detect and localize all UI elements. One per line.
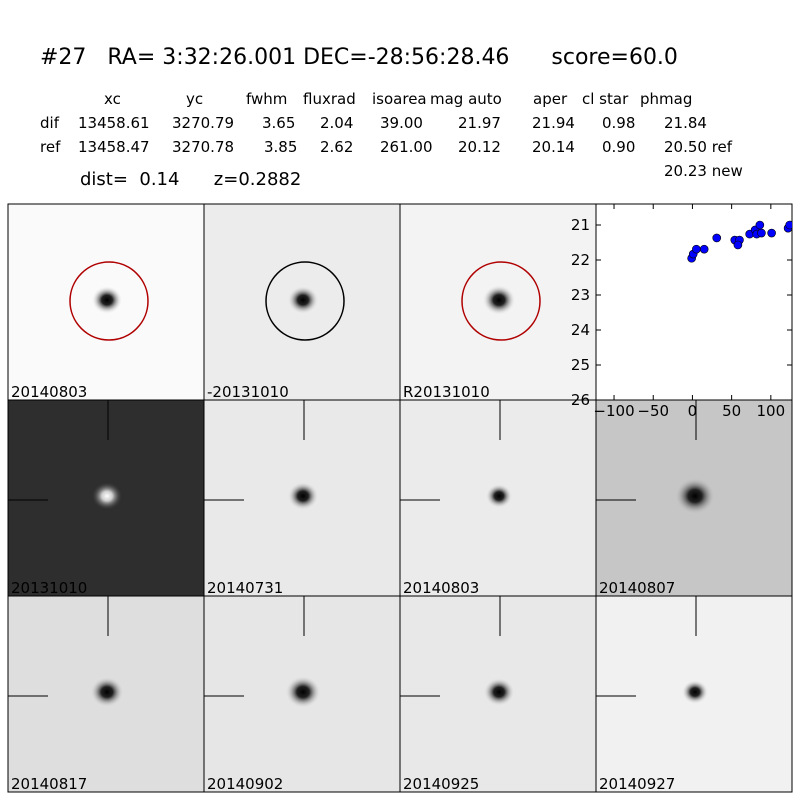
source-blob	[91, 286, 123, 314]
data-point	[733, 240, 743, 250]
table-cell: ref	[40, 138, 61, 156]
column-header: yc	[186, 90, 203, 108]
panel-label: -20131010	[207, 383, 289, 401]
table-cell: 261.00	[380, 138, 433, 156]
column-header: aper	[533, 90, 568, 108]
table-cell: 2.62	[320, 138, 353, 156]
x-tick-label: −50	[637, 402, 669, 420]
table-cell: 21.94	[532, 114, 575, 132]
source-blob	[681, 680, 709, 704]
y-tick-label: 23	[571, 286, 590, 304]
panel-label: 20140807	[599, 579, 675, 597]
panel-label: 20140902	[207, 775, 283, 793]
panel-label: 20140927	[599, 775, 675, 793]
column-header: fluxrad	[303, 90, 356, 108]
column-header: xc	[104, 90, 121, 108]
table-cell: 3270.78	[172, 138, 234, 156]
table-cell: 20.14	[532, 138, 575, 156]
aperture-circle	[265, 261, 345, 341]
panel-label: 20140803	[11, 383, 87, 401]
y-tick-label: 21	[571, 216, 590, 234]
table-cell: 3.85	[264, 138, 297, 156]
table-cell: 0.90	[602, 138, 635, 156]
table-cell: 2.04	[320, 114, 353, 132]
table-extra: 20.23 new	[664, 162, 743, 180]
source-blob	[483, 678, 515, 706]
y-tick-label: 26	[571, 391, 590, 409]
title: #27 RA= 3:32:26.001 DEC=-28:56:28.46 sco…	[40, 45, 678, 70]
x-tick-label: 0	[688, 402, 698, 420]
source-blob	[90, 677, 124, 707]
panel-label: 20140803	[403, 579, 479, 597]
data-point	[785, 220, 792, 230]
panel-label: 20140817	[11, 775, 87, 793]
aperture-circle	[69, 261, 149, 341]
table-cell: 21.97	[458, 114, 501, 132]
data-point	[757, 228, 766, 238]
table-cell: 13458.61	[78, 114, 150, 132]
column-header: cl star	[582, 90, 629, 108]
x-tick-label: −100	[593, 402, 634, 420]
data-point	[699, 244, 709, 254]
aperture-circle	[461, 261, 541, 341]
panel-label: 20131010	[11, 579, 87, 597]
table-cell: 3.65	[262, 114, 295, 132]
table-cell: 20.50 ref	[664, 138, 733, 156]
column-header: isoarea	[372, 90, 427, 108]
table-cell: 0.98	[602, 114, 635, 132]
table-cell: 21.84	[664, 114, 707, 132]
data-point	[692, 244, 701, 254]
panel-label: 20140731	[207, 579, 283, 597]
column-header: fwhm	[246, 90, 287, 108]
table-cell: dif	[40, 114, 60, 132]
source-blob	[287, 482, 319, 510]
source-blob	[285, 676, 321, 708]
source-blob	[675, 478, 715, 514]
table-cell: 13458.47	[78, 138, 150, 156]
column-header: mag auto	[430, 90, 502, 108]
data-point	[712, 233, 722, 243]
x-tick-label: 100	[757, 402, 786, 420]
source-blob	[91, 482, 123, 510]
table-cell: 3270.79	[172, 114, 234, 132]
column-header: phmag	[640, 90, 692, 108]
y-tick-label: 22	[571, 251, 590, 269]
dist-text: dist= 0.14 z=0.2882	[80, 169, 301, 190]
panel-label: R20131010	[403, 383, 490, 401]
table-cell: 20.12	[458, 138, 501, 156]
x-tick-label: 50	[722, 402, 741, 420]
data-point	[755, 220, 765, 230]
y-tick-label: 25	[571, 356, 590, 374]
data-point	[767, 228, 776, 238]
source-blob	[287, 286, 319, 314]
y-tick-label: 24	[571, 321, 590, 339]
panel-label: 20140925	[403, 775, 479, 793]
source-blob	[482, 285, 516, 315]
source-blob	[485, 484, 513, 508]
table-cell: 39.00	[380, 114, 423, 132]
